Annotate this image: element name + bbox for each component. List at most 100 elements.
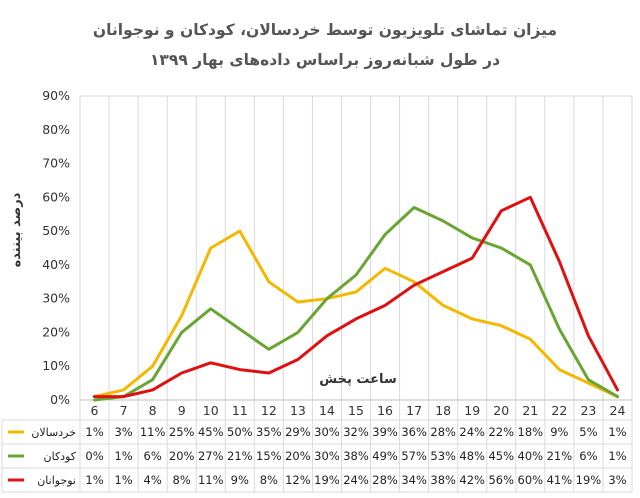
table-cell: 32%	[343, 425, 369, 439]
x-tick-label: 21	[522, 403, 538, 418]
table-cell: 21%	[547, 449, 573, 463]
x-tick-label: 7	[120, 403, 128, 418]
grid	[79, 95, 633, 401]
x-tick-label: 9	[178, 403, 186, 418]
x-tick-label: 19	[464, 403, 480, 418]
x-tick-label: 12	[261, 403, 277, 418]
table-cell: 19%	[314, 473, 340, 487]
table-cell: 18%	[518, 425, 544, 439]
x-tick-label: 18	[435, 403, 451, 418]
table-cell: 39%	[372, 425, 398, 439]
table-cell: 45%	[488, 449, 514, 463]
table-cell: 49%	[372, 449, 398, 463]
table-cell: 60%	[518, 473, 544, 487]
x-tick-label: 13	[290, 403, 306, 418]
x-tick-label: 16	[377, 403, 393, 418]
table-cell: 38%	[343, 449, 369, 463]
table-cell: 35%	[256, 425, 282, 439]
table-cell: 5%	[579, 425, 597, 439]
y-tick-label: 0%	[50, 392, 70, 407]
x-axis-label: ساعت پخش	[319, 372, 396, 387]
x-tick-label: 11	[232, 403, 248, 418]
table-cell: 20%	[285, 449, 311, 463]
x-tick-label: 6	[91, 403, 99, 418]
table-cell: 53%	[430, 449, 456, 463]
table-cell: 19%	[576, 473, 602, 487]
table-cell: 11%	[198, 473, 224, 487]
table-cell: 8%	[173, 473, 191, 487]
y-tick-label: 50%	[42, 223, 70, 238]
legend-label: نوجوانان	[37, 474, 76, 487]
y-axis-ticks: 0% 10% 20% 30% 40% 50% 60% 70% 80% 90%	[42, 88, 70, 407]
table-cell: 28%	[372, 473, 398, 487]
table-cell: 15%	[256, 449, 282, 463]
table-cell: 8%	[260, 473, 278, 487]
y-tick-label: 60%	[42, 189, 70, 204]
legend-label: خردسالان	[31, 426, 76, 439]
table-cell: 30%	[314, 425, 340, 439]
table-cell: 12%	[285, 473, 311, 487]
x-tick-label: 22	[551, 403, 567, 418]
x-tick-label: 24	[610, 403, 626, 418]
table-cell: 1%	[608, 425, 626, 439]
table-cell: 41%	[547, 473, 573, 487]
table-cell: 30%	[314, 449, 340, 463]
table-cell: 1%	[114, 473, 132, 487]
table-cell: 48%	[459, 449, 485, 463]
table-cell: 0%	[85, 449, 103, 463]
data-table: 6 7 8 9 10 11 12 13 14 15 16 17 18 19 20 21 22 23 24 خردسال…	[1, 400, 633, 493]
table-cell: 1%	[85, 425, 103, 439]
table-cell: 9%	[231, 473, 249, 487]
table-cell: 6%	[144, 449, 162, 463]
y-axis-label: درصد بیننده	[9, 192, 24, 267]
table-cell: 1%	[608, 449, 626, 463]
table-cell: 4%	[144, 473, 162, 487]
x-tick-label: 17	[406, 403, 422, 418]
table-cell: 36%	[401, 425, 427, 439]
legend-label: کودکان	[44, 450, 77, 463]
table-cell: 9%	[550, 425, 568, 439]
x-tick-label: 14	[319, 403, 335, 418]
x-tick-label: 8	[149, 403, 157, 418]
table-cell: 20%	[169, 449, 195, 463]
series-lines	[93, 195, 619, 402]
y-tick-label: 30%	[42, 291, 70, 306]
y-tick-label: 10%	[42, 358, 70, 373]
chart-title-line2: در طول شبانه‌روز براساس داده‌های بهار ۱۳…	[150, 51, 500, 69]
table-cell: 45%	[198, 425, 224, 439]
series-line	[93, 206, 619, 402]
table-cell: 40%	[518, 449, 544, 463]
table-cell: 28%	[430, 425, 456, 439]
table-cell: 6%	[579, 449, 597, 463]
x-tick-label: 15	[348, 403, 364, 418]
table-cell: 1%	[85, 473, 103, 487]
table-cell: 27%	[198, 449, 224, 463]
series-line	[93, 195, 619, 399]
y-tick-label: 20%	[42, 324, 70, 339]
table-cell: 50%	[227, 425, 253, 439]
table-cell: 24%	[343, 473, 369, 487]
table-cell: 1%	[114, 449, 132, 463]
table-cell: 3%	[608, 473, 626, 487]
table-cell: 29%	[285, 425, 311, 439]
table-cell: 38%	[430, 473, 456, 487]
table-cell: 22%	[488, 425, 514, 439]
y-tick-label: 70%	[42, 156, 70, 171]
table-cell: 42%	[459, 473, 485, 487]
table-cell: 11%	[140, 425, 166, 439]
table-cell: 56%	[488, 473, 514, 487]
x-tick-label: 23	[580, 403, 596, 418]
y-tick-label: 90%	[42, 88, 70, 103]
y-tick-label: 40%	[42, 257, 70, 272]
table-cell: 3%	[114, 425, 132, 439]
x-tick-label: 20	[493, 403, 509, 418]
y-tick-label: 80%	[42, 122, 70, 137]
table-cell: 25%	[169, 425, 195, 439]
table-cell: 57%	[401, 449, 427, 463]
series-line	[93, 229, 619, 399]
table-cell: 34%	[401, 473, 427, 487]
chart-title-line1: میزان تماشای تلویزیون توسط خردسالان، کود…	[93, 21, 557, 39]
x-tick-label: 10	[203, 403, 219, 418]
table-cell: 24%	[459, 425, 485, 439]
